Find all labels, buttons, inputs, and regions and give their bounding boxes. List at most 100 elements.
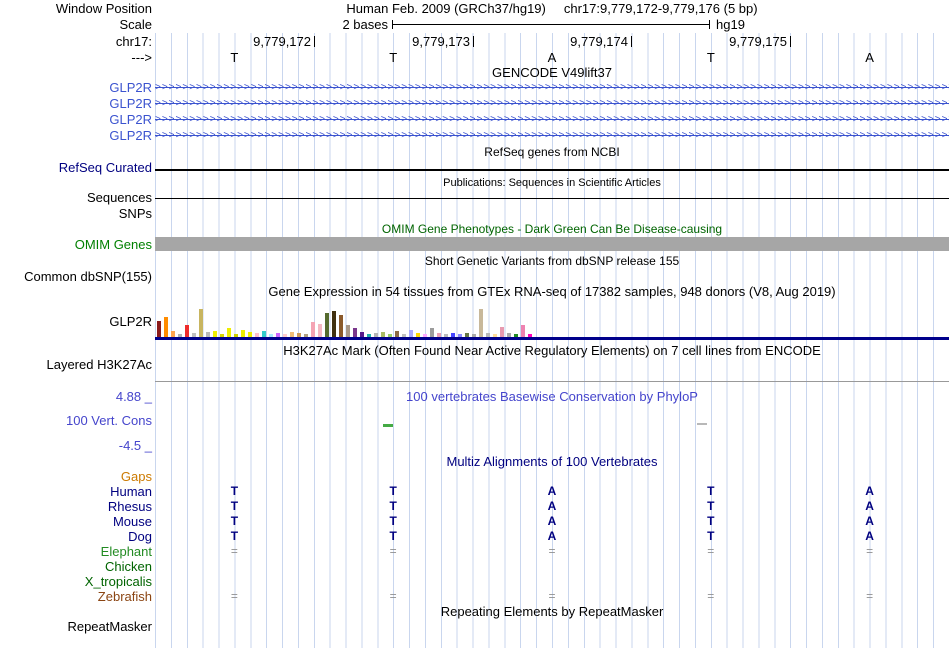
alignment-base[interactable]: =: [230, 544, 238, 558]
alignment-base[interactable]: T: [707, 514, 715, 528]
gtex-tissue-bar[interactable]: [528, 334, 532, 337]
omim-genes-label[interactable]: OMIM Genes: [74, 237, 152, 252]
alignment-base[interactable]: A: [865, 499, 874, 513]
gtex-tissue-bar[interactable]: [164, 317, 168, 337]
gtex-gene-label[interactable]: GLP2R: [109, 314, 152, 329]
phylop-conservation-mark[interactable]: [697, 423, 707, 425]
gtex-tissue-bar[interactable]: [199, 309, 203, 337]
species-label-chicken[interactable]: Chicken: [105, 559, 152, 574]
gtex-tissue-bar[interactable]: [339, 315, 343, 337]
gtex-tissue-bar[interactable]: [493, 334, 497, 337]
gtex-tissue-bar[interactable]: [311, 322, 315, 337]
alignment-base[interactable]: A: [865, 484, 874, 498]
species-label-x_tropicalis[interactable]: X_tropicalis: [84, 574, 152, 589]
gtex-tissue-bar[interactable]: [227, 328, 231, 337]
alignment-base[interactable]: =: [707, 589, 715, 603]
gtex-tissue-bar[interactable]: [514, 334, 518, 337]
gtex-tissue-bar[interactable]: [171, 331, 175, 337]
alignment-base[interactable]: A: [547, 499, 557, 513]
gtex-tissue-bar[interactable]: [178, 334, 182, 337]
gtex-tissue-bar[interactable]: [360, 332, 364, 337]
alignment-base[interactable]: T: [707, 484, 715, 498]
gencode-transcript[interactable]: >>>>>>>>>>>>>>>>>>>>>>>>>>>>>>>>>>>>>>>>…: [155, 96, 949, 111]
refseq-curated-label[interactable]: RefSeq Curated: [58, 160, 152, 175]
gtex-tissue-bar[interactable]: [458, 334, 462, 337]
gtex-tissue-bar[interactable]: [241, 330, 245, 337]
gtex-tissue-bar[interactable]: [416, 333, 420, 337]
gtex-tissue-bar[interactable]: [297, 333, 301, 337]
phylop-track-label[interactable]: 100 Vert. Cons: [66, 413, 152, 428]
sequences-label[interactable]: Sequences: [86, 190, 152, 205]
gtex-tissue-bar[interactable]: [374, 333, 378, 337]
gene-label-glp2r[interactable]: GLP2R: [109, 112, 152, 127]
snps-label[interactable]: SNPs: [118, 206, 152, 221]
alignment-base[interactable]: =: [866, 589, 874, 603]
alignment-base[interactable]: A: [547, 529, 557, 543]
alignment-base[interactable]: =: [707, 544, 715, 558]
species-label-human[interactable]: Human: [110, 484, 152, 499]
alignment-base[interactable]: T: [707, 529, 715, 543]
gencode-transcript[interactable]: >>>>>>>>>>>>>>>>>>>>>>>>>>>>>>>>>>>>>>>>…: [155, 128, 949, 143]
alignment-base[interactable]: T: [389, 514, 397, 528]
gtex-tissue-bar[interactable]: [486, 333, 490, 337]
layered-h3k27ac-label[interactable]: Layered H3K27Ac: [46, 357, 152, 372]
gtex-tissue-bar[interactable]: [395, 331, 399, 337]
alignment-base[interactable]: =: [389, 544, 397, 558]
gtex-tissue-bar[interactable]: [206, 332, 210, 337]
gtex-tissue-bar[interactable]: [346, 325, 350, 337]
omim-genes-bar[interactable]: [155, 237, 949, 251]
gtex-tissue-bar[interactable]: [283, 334, 287, 337]
phylop-conservation-mark[interactable]: [383, 424, 393, 427]
gtex-tissue-bar[interactable]: [367, 334, 371, 337]
gtex-tissue-bar[interactable]: [479, 309, 483, 337]
gtex-tissue-bar[interactable]: [269, 334, 273, 337]
gtex-tissue-bar[interactable]: [507, 333, 511, 337]
gtex-tissue-bar[interactable]: [521, 325, 525, 337]
gtex-tissue-bar[interactable]: [444, 334, 448, 337]
alignment-base[interactable]: T: [389, 499, 397, 513]
alignment-base[interactable]: T: [389, 484, 397, 498]
species-label-rhesus[interactable]: Rhesus: [107, 499, 152, 514]
alignment-base[interactable]: =: [230, 589, 238, 603]
gtex-tissue-bar[interactable]: [318, 324, 322, 337]
gtex-bar-chart[interactable]: [155, 307, 949, 337]
alignment-base[interactable]: T: [230, 514, 239, 528]
alignment-base[interactable]: =: [389, 589, 397, 603]
species-label-elephant[interactable]: Elephant: [100, 544, 152, 559]
species-label-mouse[interactable]: Mouse: [112, 514, 152, 529]
gtex-tissue-bar[interactable]: [325, 313, 329, 337]
gtex-tissue-bar[interactable]: [290, 332, 294, 337]
gtex-tissue-bar[interactable]: [332, 311, 336, 337]
gencode-transcript[interactable]: >>>>>>>>>>>>>>>>>>>>>>>>>>>>>>>>>>>>>>>>…: [155, 80, 949, 95]
gtex-tissue-bar[interactable]: [423, 334, 427, 337]
gene-label-glp2r[interactable]: GLP2R: [109, 96, 152, 111]
gene-label-glp2r[interactable]: GLP2R: [109, 128, 152, 143]
gtex-tissue-bar[interactable]: [353, 328, 357, 337]
gtex-tissue-bar[interactable]: [192, 333, 196, 337]
refseq-gene-line[interactable]: [155, 169, 949, 171]
gtex-tissue-bar[interactable]: [248, 332, 252, 337]
common-dbsnp-label[interactable]: Common dbSNP(155): [24, 269, 152, 284]
alignment-base[interactable]: T: [389, 529, 397, 543]
gtex-tissue-bar[interactable]: [304, 334, 308, 337]
alignment-base[interactable]: T: [230, 529, 239, 543]
gtex-tissue-bar[interactable]: [500, 327, 504, 337]
species-label-dog[interactable]: Dog: [128, 529, 152, 544]
alignment-base[interactable]: A: [547, 514, 557, 528]
alignment-base[interactable]: =: [548, 544, 556, 558]
gtex-tissue-bar[interactable]: [451, 333, 455, 337]
gtex-tissue-bar[interactable]: [157, 321, 161, 337]
gtex-tissue-bar[interactable]: [234, 334, 238, 337]
gencode-transcript[interactable]: >>>>>>>>>>>>>>>>>>>>>>>>>>>>>>>>>>>>>>>>…: [155, 112, 949, 127]
alignment-base[interactable]: A: [547, 484, 557, 498]
gtex-tissue-bar[interactable]: [381, 332, 385, 337]
gtex-tissue-bar[interactable]: [472, 334, 476, 337]
alignment-base[interactable]: T: [230, 499, 239, 513]
alignment-base[interactable]: T: [230, 484, 239, 498]
publication-sequence-line[interactable]: [155, 198, 949, 199]
gtex-tissue-bar[interactable]: [255, 333, 259, 337]
gtex-tissue-bar[interactable]: [465, 333, 469, 337]
gtex-tissue-bar[interactable]: [220, 334, 224, 337]
gtex-tissue-bar[interactable]: [213, 331, 217, 337]
gene-label-glp2r[interactable]: GLP2R: [109, 80, 152, 95]
